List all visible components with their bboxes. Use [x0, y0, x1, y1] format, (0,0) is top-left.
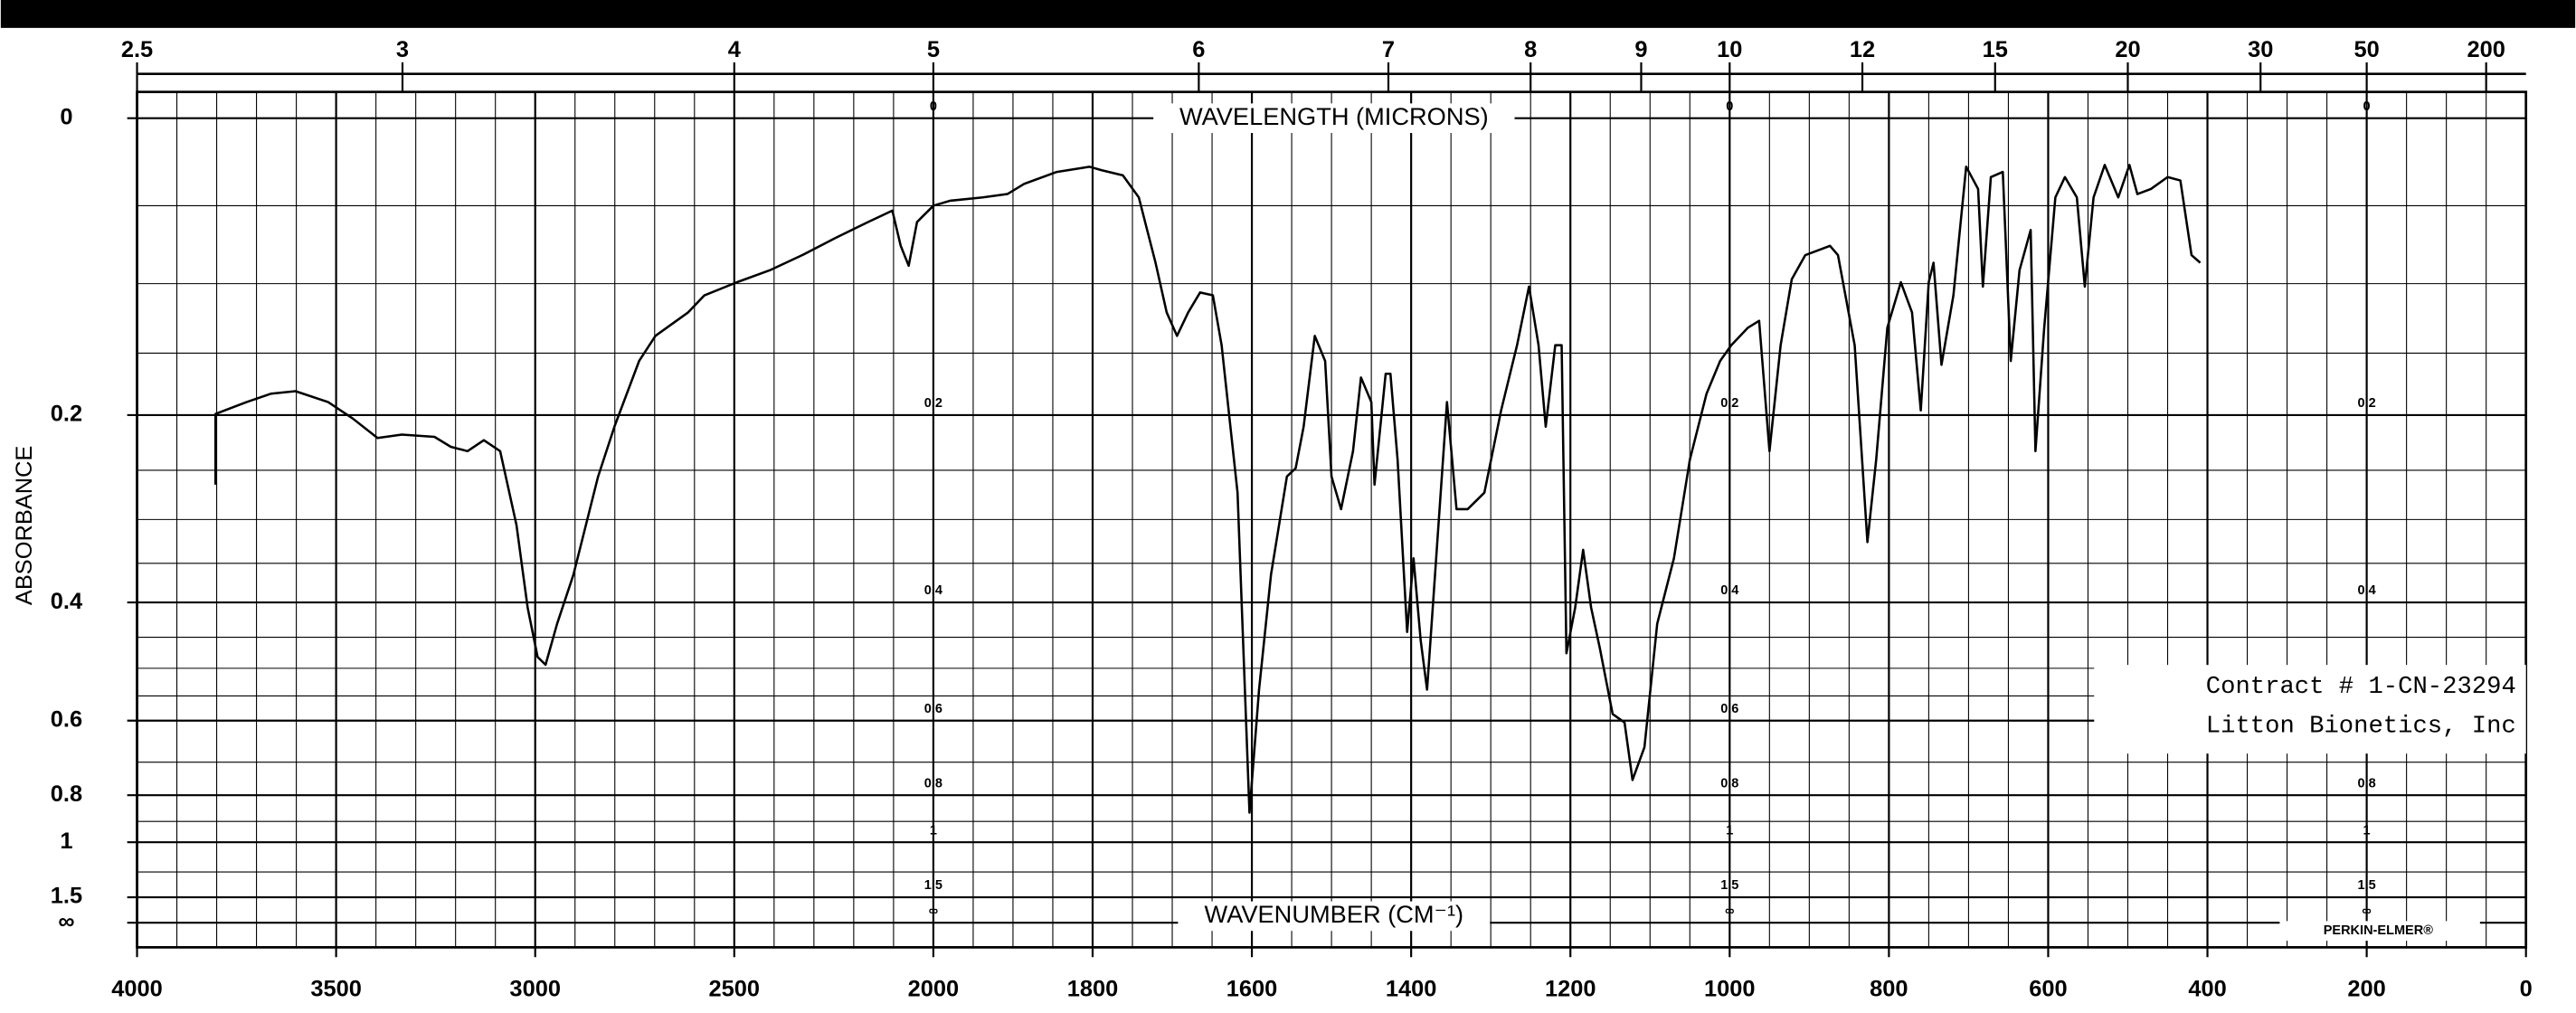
x2-tick-label: 9 — [1634, 37, 1647, 62]
x2-tick-label: 50 — [2353, 37, 2379, 62]
x2-axis-title: WAVELENGTH (MICRONS) — [1179, 102, 1489, 130]
spectrum-line — [213, 164, 2202, 814]
x2-tick-label: 7 — [1382, 37, 1395, 62]
inner-scale-label: 1 — [2363, 823, 2371, 838]
grid — [127, 62, 2528, 958]
inner-scale-label: ∞ — [929, 904, 938, 918]
x2-tick-label: 12 — [1850, 37, 1875, 62]
x2-tick-label: 8 — [1524, 37, 1537, 62]
x-tick-label: 1400 — [1386, 976, 1437, 1001]
x2-tick-label: 3 — [396, 37, 409, 62]
x-tick-label: 3500 — [310, 976, 362, 1001]
annotation-bg — [2094, 665, 2526, 754]
y-tick-label: 0.6 — [51, 706, 82, 732]
x2-tick-label: 5 — [927, 37, 940, 62]
y-tick-label: 0.8 — [51, 781, 82, 807]
inner-scale-label: 0.6 — [1720, 702, 1738, 716]
x2-tick-label: 10 — [1717, 37, 1742, 62]
inner-scale-label: ∞ — [2362, 904, 2371, 918]
inner-scale-label: 0.4 — [1720, 583, 1738, 598]
x-tick-label: 800 — [1870, 976, 1908, 1001]
inner-scale-label: 1.5 — [2358, 878, 2376, 893]
x-tick-label: 1000 — [1704, 976, 1756, 1001]
x2-tick-label: 20 — [2115, 37, 2140, 62]
inner-scale-label: 0.8 — [924, 776, 942, 791]
inner-scale-label: 1.5 — [1720, 878, 1738, 893]
x2-tick-label: 4 — [728, 37, 741, 62]
x-axis-title-bg — [1178, 901, 1491, 932]
x-tick-label: 1600 — [1226, 976, 1278, 1001]
inner-scale-label: 1 — [930, 823, 937, 838]
y-axis-title: ABSORBANCE — [12, 446, 37, 605]
x2-tick-label: 30 — [2248, 37, 2273, 62]
inner-scale-label: 0.4 — [924, 583, 942, 598]
x-axis-title: WAVENUMBER (CM⁻¹) — [1205, 900, 1464, 928]
x2-tick-label: 15 — [1983, 37, 2008, 62]
inner-scale-label: 0.2 — [924, 396, 942, 411]
marks — [213, 164, 2202, 814]
inner-scale-label: 0.8 — [2358, 776, 2376, 791]
inner-scale-label: 0 — [930, 99, 937, 114]
inner-scale-label: 0.6 — [924, 702, 942, 716]
annotation: Contract # 1-CN-23294 — [2206, 673, 2516, 701]
x-tick-label: 1800 — [1067, 976, 1119, 1001]
x-tick-label: 3000 — [509, 976, 561, 1001]
x2-tick-label: 2.5 — [121, 37, 153, 62]
brand-bg — [2279, 921, 2480, 942]
x2-tick-label: 6 — [1192, 37, 1205, 62]
x-tick-label: 400 — [2188, 976, 2226, 1001]
inner-scale-label: 0.2 — [2358, 396, 2376, 411]
x-tick-label: 1200 — [1545, 976, 1596, 1001]
x-tick-label: 2000 — [908, 976, 960, 1001]
y-tick-label: 0.2 — [51, 402, 82, 427]
x-tick-label: 200 — [2347, 976, 2385, 1001]
inner-scale-label: 0.8 — [1720, 776, 1738, 791]
y-tick-label: 0 — [60, 104, 72, 129]
labels: 4000 3500 3000 2500 2000 1800 1600 1400 1200 1000… — [12, 37, 2533, 1001]
inner-scale-label: 0.4 — [2358, 583, 2376, 598]
inner-scale-label: 0.2 — [1720, 396, 1738, 411]
inner-scale-label: 0 — [1726, 99, 1733, 114]
inner-scale-label: 1 — [1726, 823, 1733, 838]
top-bar — [0, 0, 2576, 28]
y-tick-label: 1 — [60, 828, 72, 854]
brand: PERKIN-ELMER® — [2324, 923, 2433, 938]
y-tick-label: ∞ — [58, 909, 74, 934]
x-tick-label: 4000 — [111, 976, 163, 1001]
inner-scale-label: ∞ — [1725, 904, 1734, 918]
annotation: Litton Bionetics, Inc — [2206, 713, 2516, 741]
x2-axis-title-bg — [1153, 103, 1515, 134]
x-tick-label: 2500 — [709, 976, 761, 1001]
inner-scale-label: 1.5 — [924, 878, 942, 893]
x2-tick-label: 200 — [2467, 37, 2505, 62]
inner-scale-label: 0 — [2363, 99, 2371, 114]
y-tick-label: 0.4 — [51, 589, 82, 614]
x-tick-label: 0 — [2520, 976, 2533, 1001]
y-tick-label: 1.5 — [51, 884, 82, 909]
x-tick-label: 600 — [2029, 976, 2067, 1001]
